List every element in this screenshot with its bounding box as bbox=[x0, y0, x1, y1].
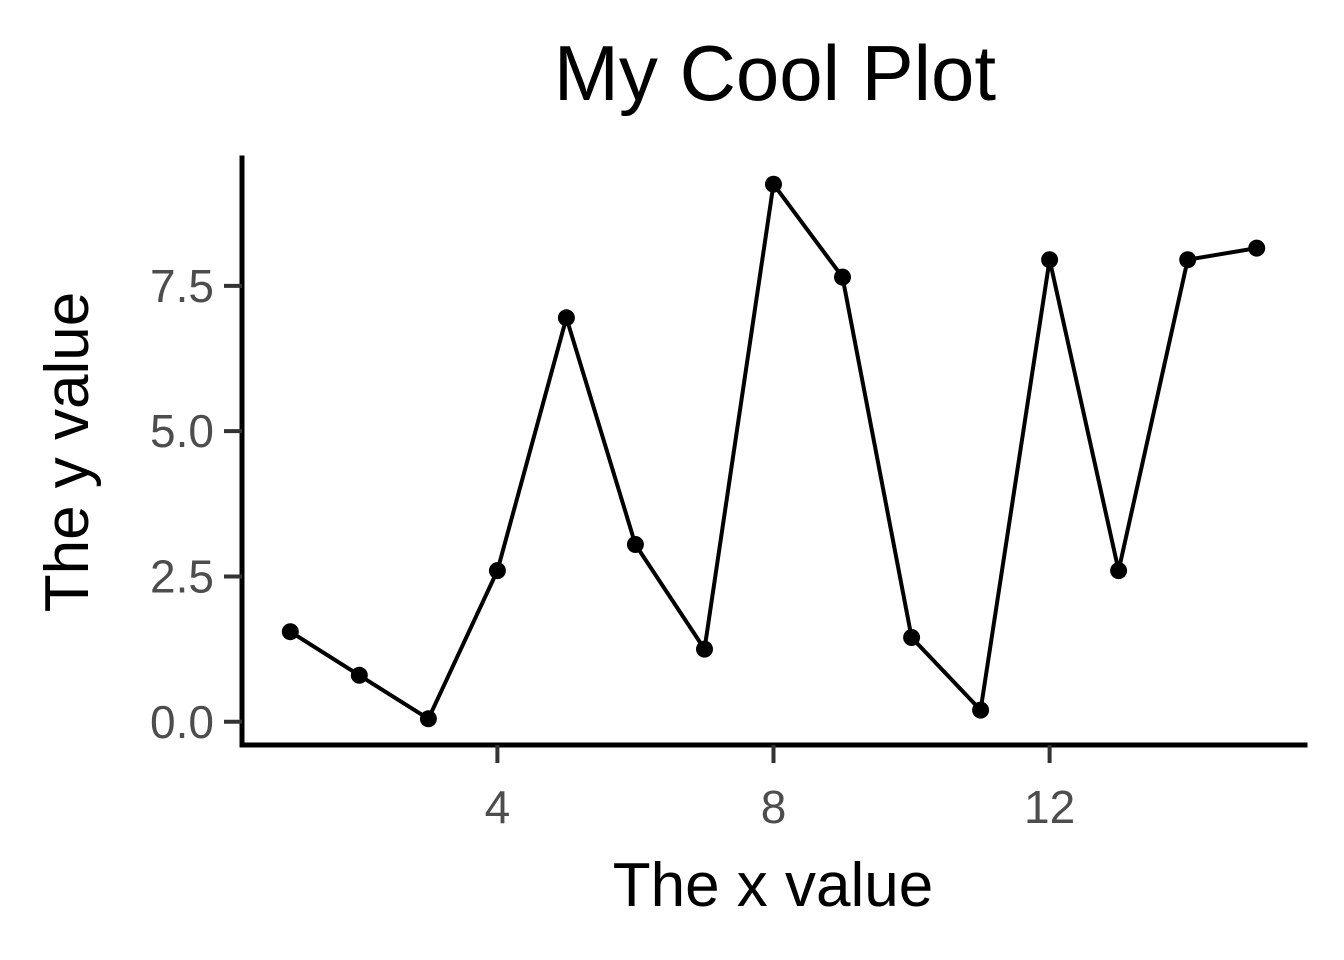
data-point bbox=[903, 629, 921, 646]
x-tick-label: 8 bbox=[761, 781, 787, 833]
data-point bbox=[1041, 251, 1059, 269]
data-point bbox=[419, 710, 437, 728]
data-point bbox=[350, 666, 368, 684]
x-tick-label: 12 bbox=[1024, 781, 1075, 833]
data-point bbox=[972, 701, 990, 719]
y-axis-label: The y value bbox=[33, 292, 102, 613]
chart-title: My Cool Plot bbox=[554, 29, 996, 117]
x-tick-label: 4 bbox=[485, 781, 511, 833]
data-point bbox=[765, 175, 782, 193]
x-axis-label: The x value bbox=[613, 851, 934, 920]
data-point bbox=[626, 536, 644, 553]
y-tick-label: 2.5 bbox=[150, 550, 214, 602]
data-point bbox=[1179, 251, 1197, 269]
y-tick-label: 5.0 bbox=[150, 405, 214, 457]
y-tick-label: 7.5 bbox=[150, 260, 214, 312]
data-point bbox=[696, 640, 713, 658]
data-point bbox=[281, 623, 299, 641]
data-point bbox=[488, 562, 506, 580]
data-point bbox=[557, 309, 575, 327]
series-points bbox=[281, 175, 1266, 728]
x-ticks: 4 8 12 bbox=[485, 745, 1075, 833]
data-point bbox=[1248, 239, 1266, 257]
data-point bbox=[834, 268, 851, 286]
y-ticks: 0.0 2.5 5.0 7.5 bbox=[150, 260, 242, 748]
data-point bbox=[1110, 562, 1128, 580]
y-tick-label: 0.0 bbox=[150, 696, 214, 748]
plot-area: 0.0 2.5 5.0 7.5 4 8 12 bbox=[150, 155, 1308, 833]
